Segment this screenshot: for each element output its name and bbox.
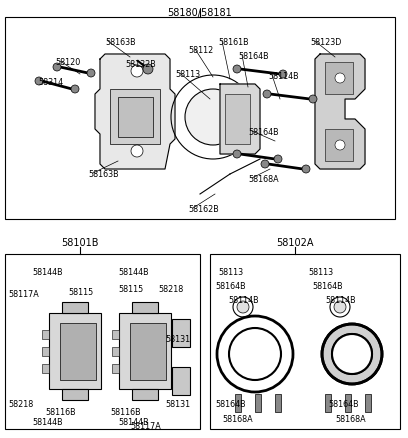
Text: 58120: 58120 bbox=[55, 58, 80, 67]
Circle shape bbox=[185, 90, 241, 146]
Circle shape bbox=[143, 65, 153, 75]
Circle shape bbox=[274, 155, 282, 164]
Bar bbox=[5, 18, 395, 219]
Circle shape bbox=[53, 64, 61, 72]
Text: 58164B: 58164B bbox=[215, 281, 246, 290]
Text: 58314: 58314 bbox=[38, 78, 63, 87]
Circle shape bbox=[279, 71, 287, 79]
Bar bbox=[132, 302, 158, 313]
Text: 58164B: 58164B bbox=[238, 52, 268, 61]
Circle shape bbox=[309, 96, 317, 104]
Bar bbox=[42, 330, 49, 339]
Text: 58112: 58112 bbox=[188, 46, 213, 55]
Bar bbox=[172, 367, 190, 395]
Circle shape bbox=[71, 86, 79, 94]
Text: 58123D: 58123D bbox=[310, 38, 341, 47]
Circle shape bbox=[131, 66, 143, 78]
Bar bbox=[112, 364, 119, 373]
Text: 58131: 58131 bbox=[165, 399, 190, 408]
Circle shape bbox=[263, 91, 271, 99]
Text: 58132B: 58132B bbox=[125, 60, 156, 69]
Text: 58218: 58218 bbox=[158, 284, 183, 293]
Text: 58168A: 58168A bbox=[222, 414, 253, 423]
Bar bbox=[325, 63, 353, 95]
Text: 58180/58181: 58180/58181 bbox=[168, 8, 233, 18]
Bar bbox=[325, 394, 331, 412]
Polygon shape bbox=[95, 55, 175, 170]
Text: 58163B: 58163B bbox=[88, 170, 119, 179]
Text: 58168A: 58168A bbox=[335, 414, 366, 423]
Bar bbox=[49, 313, 101, 389]
Text: 58114B: 58114B bbox=[228, 295, 259, 304]
Bar bbox=[172, 319, 190, 347]
Bar bbox=[62, 302, 88, 313]
Text: 58115: 58115 bbox=[68, 287, 93, 297]
Text: 58162B: 58162B bbox=[188, 205, 219, 213]
Text: 58218: 58218 bbox=[8, 399, 33, 408]
Text: 58116B: 58116B bbox=[110, 407, 141, 416]
Text: 58164B: 58164B bbox=[248, 128, 279, 137]
Circle shape bbox=[322, 324, 382, 384]
Text: 58163B: 58163B bbox=[105, 38, 135, 47]
Bar bbox=[5, 254, 200, 429]
Text: 58114B: 58114B bbox=[268, 72, 299, 81]
Text: 58113: 58113 bbox=[175, 70, 200, 79]
Text: 58117A: 58117A bbox=[8, 290, 39, 298]
Text: 58164B: 58164B bbox=[215, 399, 246, 408]
Circle shape bbox=[302, 166, 310, 173]
Bar bbox=[118, 98, 153, 138]
Text: 58161B: 58161B bbox=[218, 38, 248, 47]
Polygon shape bbox=[220, 85, 260, 155]
Bar bbox=[60, 323, 96, 380]
Text: 58144B: 58144B bbox=[32, 267, 62, 276]
Bar bbox=[275, 394, 281, 412]
Bar bbox=[210, 254, 400, 429]
Text: 58114B: 58114B bbox=[325, 295, 356, 304]
Text: 58131: 58131 bbox=[165, 334, 190, 343]
Text: 58144B: 58144B bbox=[32, 417, 62, 426]
Text: 58102A: 58102A bbox=[276, 237, 314, 247]
Text: 58164B: 58164B bbox=[312, 281, 343, 290]
Bar bbox=[132, 389, 158, 400]
Bar bbox=[365, 394, 371, 412]
Text: 58117A: 58117A bbox=[130, 421, 161, 430]
Circle shape bbox=[335, 141, 345, 151]
Bar bbox=[325, 130, 353, 162]
Circle shape bbox=[335, 74, 345, 84]
Circle shape bbox=[261, 161, 269, 169]
Bar bbox=[119, 313, 171, 389]
Circle shape bbox=[35, 78, 43, 86]
Circle shape bbox=[332, 334, 372, 374]
Circle shape bbox=[233, 66, 241, 74]
Bar bbox=[112, 330, 119, 339]
Bar bbox=[42, 347, 49, 356]
Bar bbox=[345, 394, 351, 412]
Bar bbox=[225, 95, 250, 145]
Bar bbox=[110, 90, 160, 145]
Polygon shape bbox=[315, 55, 365, 170]
Bar bbox=[255, 394, 261, 412]
Bar bbox=[112, 347, 119, 356]
Text: 58168A: 58168A bbox=[248, 175, 279, 184]
Text: 58113: 58113 bbox=[218, 267, 243, 276]
Bar bbox=[130, 323, 166, 380]
Circle shape bbox=[131, 146, 143, 158]
Text: 58113: 58113 bbox=[308, 267, 333, 276]
Circle shape bbox=[334, 301, 346, 313]
Bar bbox=[235, 394, 241, 412]
Circle shape bbox=[233, 151, 241, 159]
Text: 58116B: 58116B bbox=[45, 407, 75, 416]
Circle shape bbox=[237, 301, 249, 313]
Bar bbox=[62, 389, 88, 400]
Text: 58144B: 58144B bbox=[118, 267, 149, 276]
Circle shape bbox=[87, 70, 95, 78]
Text: 58144B: 58144B bbox=[118, 417, 149, 426]
Text: 58115: 58115 bbox=[118, 284, 143, 293]
Text: 58164B: 58164B bbox=[328, 399, 359, 408]
Bar bbox=[42, 364, 49, 373]
Text: 58101B: 58101B bbox=[61, 237, 99, 247]
